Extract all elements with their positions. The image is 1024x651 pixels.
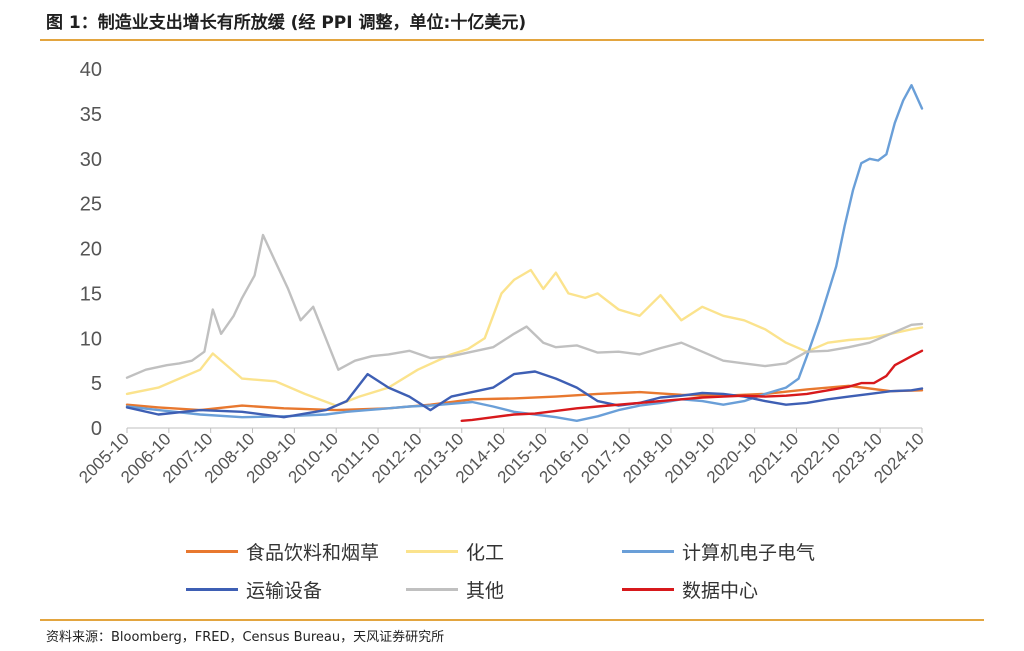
line-chart: 0 5 10 15 20 25 30 35 40 2005-102006-102007-1020…	[75, 59, 928, 487]
source-note: 资料来源：Bloomberg，FRED，Census Bureau，天风证券研究…	[46, 630, 445, 645]
legend-label: 运输设备	[246, 580, 323, 602]
legend-label: 其他	[466, 580, 505, 602]
legend-swatch	[622, 550, 674, 553]
legend-item: 化工	[406, 538, 504, 565]
y-tick-label: 35	[80, 104, 102, 126]
x-axis: 2005-102006-102007-102008-102009-102010-…	[75, 427, 928, 487]
y-tick-label: 0	[91, 418, 102, 440]
series-line-3	[125, 370, 924, 419]
series-line-5	[460, 349, 924, 422]
y-tick-label: 40	[80, 59, 102, 81]
legend-swatch	[622, 588, 674, 591]
legend-swatch	[186, 550, 238, 553]
title-divider	[40, 39, 984, 41]
legend-label: 食品饮料和烟草	[246, 542, 380, 564]
source-divider	[40, 619, 984, 621]
legend-item: 数据中心	[622, 576, 758, 603]
legend-item: 其他	[406, 576, 504, 603]
y-axis: 0 5 10 15 20 25 30 35 40	[80, 59, 102, 440]
series-line-0	[125, 384, 924, 412]
y-tick-label: 30	[80, 149, 102, 171]
chart-title: 图 1：制造业支出增长有所放缓 (经 PPI 调整，单位:十亿美元)	[46, 13, 527, 33]
series-line-4	[125, 233, 924, 379]
y-tick-label: 5	[91, 373, 102, 395]
legend-swatch	[406, 550, 458, 553]
y-tick-label: 10	[80, 328, 102, 350]
legend-swatch	[186, 588, 238, 591]
legend-swatch	[406, 588, 458, 591]
legend-item: 运输设备	[186, 576, 322, 603]
series-line-2	[125, 84, 924, 422]
legend-label: 数据中心	[682, 580, 759, 602]
y-tick-label: 20	[80, 239, 102, 261]
legend-label: 计算机电子电气	[682, 542, 816, 564]
y-tick-label: 25	[80, 194, 102, 216]
series-layer	[125, 84, 924, 422]
y-tick-label: 15	[80, 283, 102, 305]
legend-item: 计算机电子电气	[622, 538, 815, 565]
legend-label: 化工	[466, 542, 505, 564]
series-line-1	[125, 268, 924, 407]
legend-item: 食品饮料和烟草	[186, 538, 379, 565]
